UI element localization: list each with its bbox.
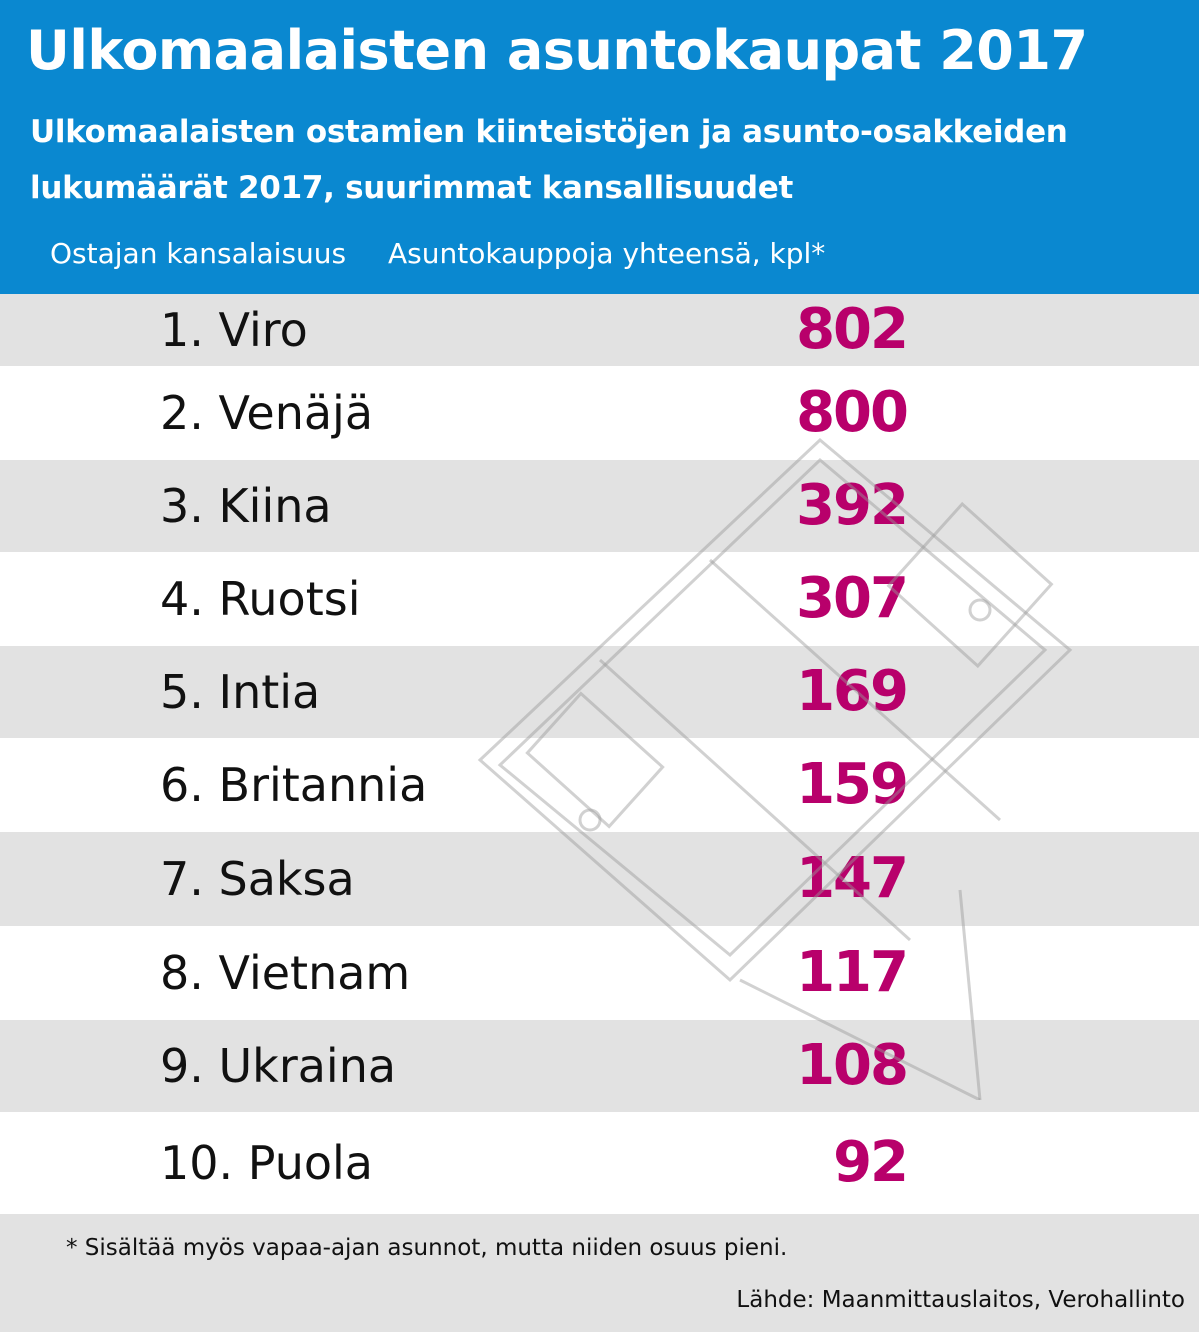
table-row: 8. Vietnam 117 bbox=[0, 926, 1199, 1020]
chart-subtitle: Ulkomaalaisten ostamien kiinteistöjen ja… bbox=[30, 114, 1068, 206]
row-label: 4. Ruotsi bbox=[160, 572, 361, 626]
row-value: 92 bbox=[833, 1130, 909, 1195]
row-value: 159 bbox=[796, 752, 909, 817]
table-row: 3. Kiina 392 bbox=[0, 460, 1199, 552]
row-value: 307 bbox=[796, 566, 909, 631]
row-value: 169 bbox=[796, 659, 909, 724]
row-label: 2. Venäjä bbox=[160, 386, 374, 440]
row-value: 117 bbox=[796, 940, 909, 1005]
row-label: 8. Vietnam bbox=[160, 946, 411, 1000]
column-header-total: Asuntokauppoja yhteensä, kpl* bbox=[388, 237, 826, 270]
header: Ulkomaalaisten asuntokaupat 2017 Ulkomaa… bbox=[0, 0, 1199, 294]
column-header-nationality: Ostajan kansalaisuus bbox=[50, 237, 347, 270]
row-value: 802 bbox=[796, 297, 909, 362]
row-value: 800 bbox=[796, 380, 909, 445]
row-label: 7. Saksa bbox=[160, 852, 355, 906]
row-label: 1. Viro bbox=[160, 303, 308, 357]
table-row: 2. Venäjä 800 bbox=[0, 366, 1199, 460]
row-label: 3. Kiina bbox=[160, 479, 332, 533]
row-value: 108 bbox=[796, 1033, 909, 1098]
chart-title: Ulkomaalaisten asuntokaupat 2017 bbox=[26, 19, 1088, 82]
table-row: 4. Ruotsi 307 bbox=[0, 552, 1199, 646]
footer: * Sisältää myös vapaa-ajan asunnot, mutt… bbox=[0, 1222, 1199, 1332]
table-row: 9. Ukraina 108 bbox=[0, 1020, 1199, 1112]
row-label: 10. Puola bbox=[160, 1136, 373, 1190]
table-row: 10. Puola 92 bbox=[0, 1112, 1199, 1214]
footnote: * Sisältää myös vapaa-ajan asunnot, mutt… bbox=[66, 1235, 788, 1261]
table-row: 5. Intia 169 bbox=[0, 646, 1199, 738]
row-value: 147 bbox=[796, 846, 909, 911]
row-label: 6. Britannia bbox=[160, 758, 428, 812]
table-row: 7. Saksa 147 bbox=[0, 832, 1199, 926]
row-label: 9. Ukraina bbox=[160, 1039, 397, 1093]
source-credit: Lähde: Maanmittauslaitos, Verohallinto bbox=[736, 1287, 1185, 1313]
row-value: 392 bbox=[796, 473, 909, 538]
table-row: 6. Britannia 159 bbox=[0, 738, 1199, 832]
table-row: 1. Viro 802 bbox=[0, 294, 1199, 366]
row-label: 5. Intia bbox=[160, 665, 321, 719]
